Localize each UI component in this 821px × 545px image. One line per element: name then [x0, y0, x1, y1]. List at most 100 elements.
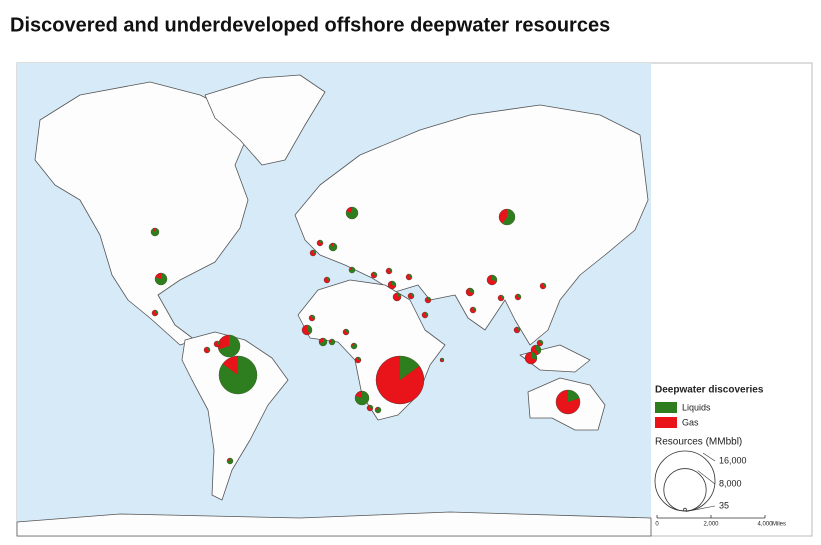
pie-liquids: [568, 390, 580, 402]
scale-label: 4,000: [757, 522, 773, 528]
discovery-pie: [421, 311, 429, 319]
discovery-pie: [345, 206, 359, 220]
scale-unit: Miles: [772, 522, 786, 528]
scale-label: 0: [655, 522, 659, 528]
pie-liquids: [320, 240, 323, 243]
pie-liquids: [227, 458, 234, 464]
discovery-pie: [497, 294, 505, 302]
discovery-pie: [539, 282, 547, 290]
leader-line: [697, 470, 716, 485]
pie-liquids: [392, 281, 396, 287]
pie-liquids: [155, 273, 168, 286]
discovery-pie: [366, 404, 374, 412]
pie-liquids: [348, 267, 355, 273]
discovery-pie: [385, 267, 393, 275]
scale-label: 2,000: [703, 522, 719, 528]
legend-title: Deepwater discoveries: [655, 385, 764, 396]
discovery-pie: [387, 280, 397, 290]
discovery-pie: [370, 271, 378, 279]
pie-liquids: [473, 307, 477, 311]
size-circle: [683, 507, 687, 512]
size-label: 16,000: [719, 455, 747, 465]
discovery-pie: [318, 337, 328, 347]
pie-liquids: [501, 295, 504, 299]
discovery-pie: [465, 287, 475, 297]
land: [16, 74, 652, 537]
discovery-pie: [498, 208, 516, 226]
legend-label: Gas: [682, 417, 699, 427]
discovery-pie: [374, 406, 382, 414]
pie-liquids: [307, 325, 312, 335]
pie-liquids: [375, 407, 382, 413]
pie-liquids: [319, 338, 328, 346]
pie-liquids: [502, 209, 515, 226]
discovery-pie: [392, 292, 402, 302]
legend: Deepwater discoveries Resources (MMbbl) …: [654, 385, 786, 528]
title: Discovered and underdeveloped offshore d…: [10, 14, 610, 36]
discovery-pie: [217, 334, 241, 358]
size-label: 8,000: [719, 478, 742, 488]
pie-liquids: [425, 312, 429, 316]
discovery-pie: [226, 457, 234, 465]
pie-liquids: [329, 339, 335, 345]
pie-liquids: [518, 294, 521, 298]
discovery-markers: [150, 206, 581, 465]
pie-liquids: [354, 391, 370, 406]
pie-liquids: [218, 335, 241, 357]
discovery-pie: [328, 242, 338, 252]
discovery-pie: [350, 342, 358, 350]
pie-liquids: [492, 275, 498, 282]
discovery-pie: [555, 389, 581, 415]
pie-liquids: [370, 405, 374, 409]
discovery-pie: [354, 356, 362, 364]
discovery-pie: [375, 355, 425, 405]
pie-liquids: [329, 243, 337, 252]
pie-liquids: [536, 345, 541, 355]
discovery-pie: [348, 266, 356, 274]
discovery-pie: [154, 272, 168, 286]
pie-liquids: [389, 268, 393, 272]
legend-label: Liquids: [682, 402, 711, 412]
discovery-pie: [514, 293, 522, 301]
discovery-pie: [150, 227, 160, 237]
discovery-pie: [316, 239, 324, 247]
discovery-pie: [213, 340, 221, 348]
discovery-pie: [309, 249, 317, 257]
pie-liquids: [358, 357, 361, 360]
pie-liquids: [327, 277, 330, 281]
pie-liquids: [218, 356, 257, 395]
pie-liquids: [313, 250, 316, 254]
pie-liquids: [470, 288, 474, 294]
discovery-pie: [407, 292, 415, 300]
discovery-pie: [151, 309, 159, 317]
pie-liquids: [351, 343, 358, 349]
discovery-pie: [203, 346, 211, 354]
pie-liquids: [217, 341, 220, 345]
pie-liquids: [346, 206, 359, 220]
discovery-pie: [328, 338, 336, 346]
pie-liquids: [374, 272, 377, 276]
discovery-pie: [439, 357, 445, 363]
pie-liquids: [411, 293, 414, 297]
pie-liquids: [400, 356, 420, 380]
pie-liquids: [155, 310, 158, 314]
pie-liquids: [531, 352, 537, 360]
discovery-pie: [354, 390, 370, 406]
pie-liquids: [409, 274, 412, 278]
pie-liquids: [312, 315, 315, 319]
discovery-pie: [301, 324, 313, 336]
discovery-pie: [513, 326, 521, 334]
discovery-pie: [536, 339, 544, 347]
legend-swatch: [655, 402, 677, 413]
pie-liquids: [428, 297, 431, 300]
discovery-pie: [486, 274, 498, 286]
pie-liquids: [397, 293, 401, 297]
discovery-pie: [342, 328, 350, 336]
discovery-pie: [469, 306, 477, 314]
leader-line: [702, 452, 716, 462]
pie-liquids: [442, 358, 444, 361]
discovery-pie: [424, 296, 432, 304]
discovery-pie: [218, 355, 258, 395]
